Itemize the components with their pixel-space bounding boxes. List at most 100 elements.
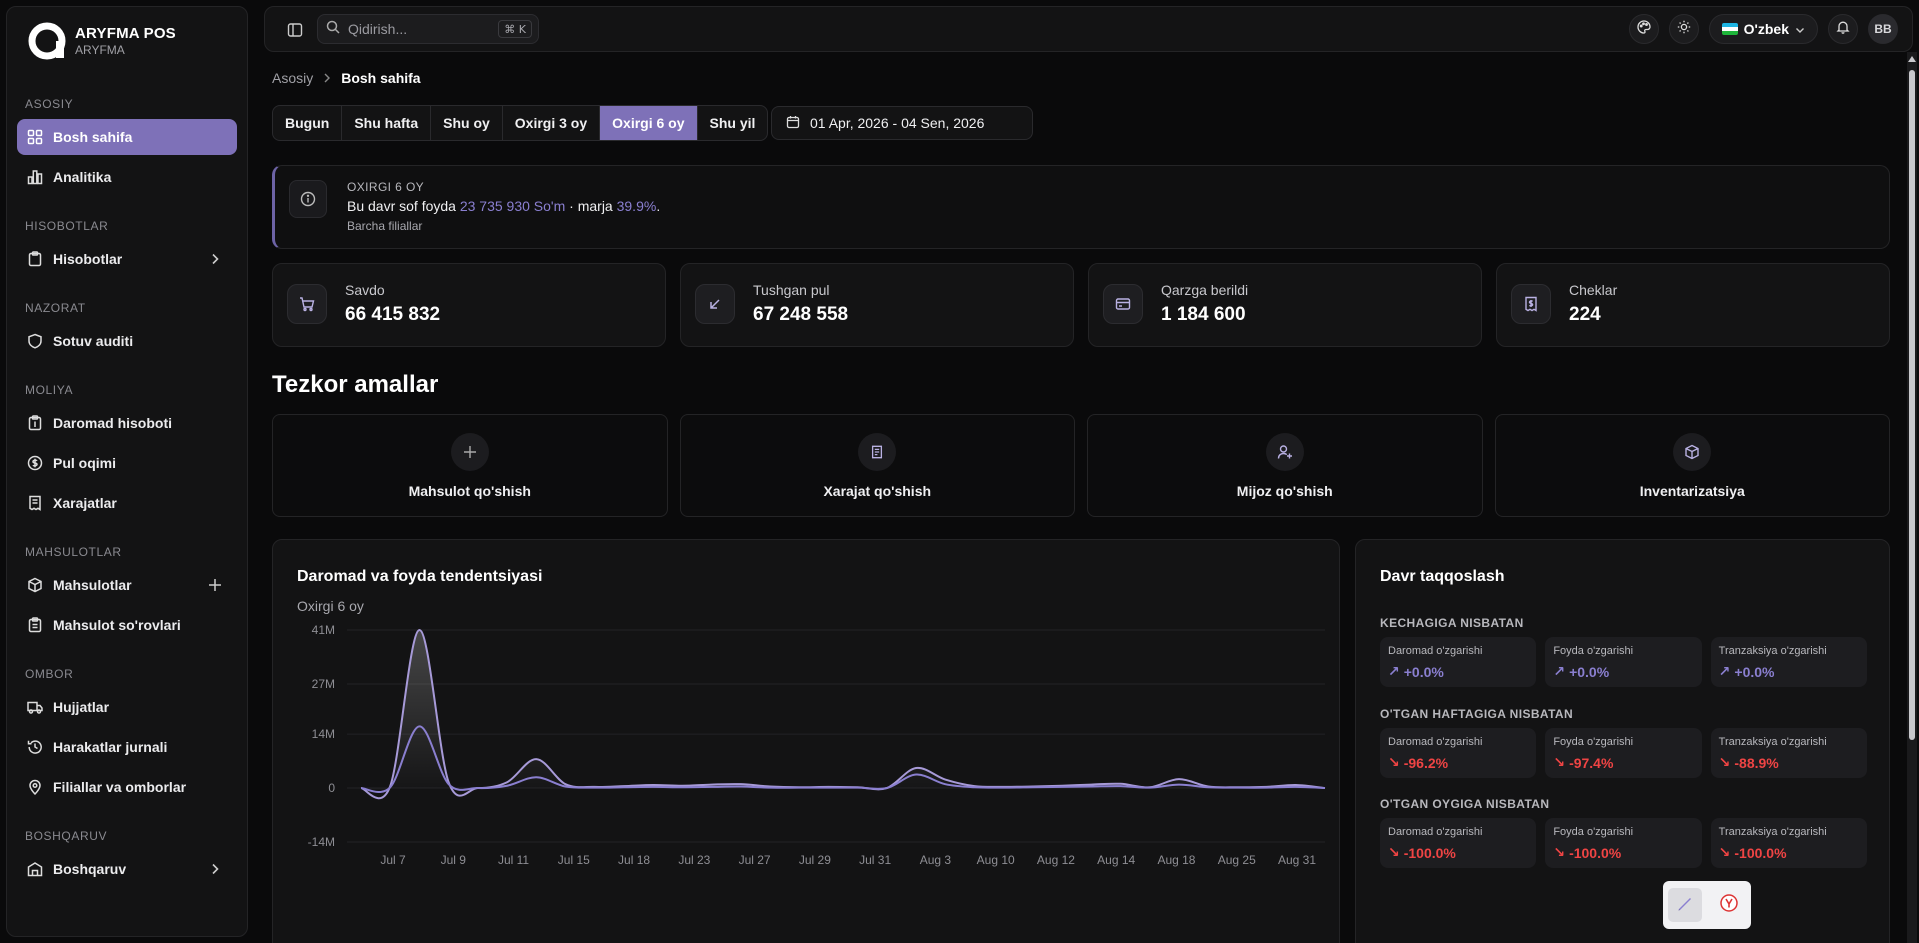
trend-chart-card: Daromad va foyda tendentsiyasi Oxirgi 6 … [272, 539, 1340, 943]
scroll-thumb[interactable] [1909, 70, 1915, 740]
quick-action-add-customer[interactable]: Mijoz qo'shish [1087, 414, 1483, 517]
trend-down-icon: ↘ [1718, 754, 1731, 770]
map-pin-icon [27, 779, 43, 795]
yandex-button[interactable] [1712, 888, 1746, 922]
clipboard-list-icon [27, 617, 43, 633]
shield-icon [27, 333, 43, 349]
trend-up-icon: ↗ [1553, 663, 1566, 679]
calendar-icon [786, 115, 800, 132]
sidebar-item-mahsulot-sorovlari[interactable]: Mahsulot so'rovlari [17, 607, 237, 643]
comparison-cell: Foyda o'zgarishi ↘ -100.0% [1545, 818, 1702, 868]
sidebar-item-harakatlar-jurnali[interactable]: Harakatlar jurnali [17, 729, 237, 765]
language-select[interactable]: O'zbek [1708, 14, 1818, 44]
clipboard-icon [27, 251, 43, 267]
trend-chart[interactable]: 41M 27M 14M 0 -14M Jul 7 Jul 9 Jul 11 Jul 15 Jul… [273, 620, 1341, 943]
trend-up-icon: ↗ [1718, 663, 1731, 679]
sidebar-item-pul-oqimi[interactable]: Pul oqimi [17, 445, 237, 481]
sidebar-item-analitika[interactable]: Analitika [17, 159, 237, 195]
chevron-right-icon [323, 70, 331, 86]
trend-down-icon: ↘ [1388, 754, 1400, 770]
trend-down-icon: ↘ [1553, 844, 1566, 860]
dollar-circle-icon [27, 455, 43, 471]
date-range-picker[interactable]: 01 Apr, 2026 - 04 Sen, 2026 [771, 106, 1033, 140]
x-tick-label: Aug 31 [1278, 853, 1316, 867]
period-selector: Bugun Shu hafta Shu oy Oxirgi 3 oy Oxirg… [272, 105, 769, 141]
scroll-up-arrow-icon[interactable] [1908, 56, 1916, 62]
period-button-shu-yil[interactable]: Shu yil [709, 115, 756, 131]
page-scrollbar[interactable] [1907, 52, 1917, 943]
brand[interactable]: ARYFMA POS ARYFMA [7, 7, 247, 75]
breadcrumb: Asosiy Bosh sahifa [272, 70, 421, 86]
brand-subtitle: ARYFMA [75, 43, 125, 57]
sidebar-item-boshqaruv[interactable]: Boshqaruv [17, 851, 237, 887]
breadcrumb-root[interactable]: Asosiy [272, 70, 314, 86]
quick-action-inventory[interactable]: Inventarizatsiya [1494, 414, 1890, 517]
quick-actions: Mahsulot qo'shish Xarajat qo'shish Mijoz… [272, 414, 1890, 517]
avatar[interactable]: BB [1868, 14, 1898, 44]
quick-action-add-expense[interactable]: Xarajat qo'shish [679, 414, 1075, 517]
sidebar-item-sotuv-auditi[interactable]: Sotuv auditi [17, 323, 237, 359]
y-tick-label: -14M [308, 835, 335, 849]
notifications-button[interactable] [1828, 14, 1858, 44]
history-icon [27, 739, 43, 755]
stat-label: Savdo [345, 282, 385, 298]
search-input[interactable] [348, 21, 488, 37]
chevron-down-icon [1795, 21, 1805, 37]
clipboard-dollar-icon [27, 415, 43, 431]
period-button-shu-oy[interactable]: Shu oy [431, 106, 503, 140]
chevron-right-icon [207, 251, 223, 267]
comparison-cell: Tranzaksiya o'zgarishi ↘ -88.9% [1710, 728, 1867, 778]
stat-card-qarzga-berildi[interactable]: Qarzga berildi 1 184 600 [1088, 263, 1482, 347]
sidebar-item-daromad-hisoboti[interactable]: Daromad hisoboti [17, 405, 237, 441]
stat-card-tushgan-pul[interactable]: Tushgan pul 67 248 558 [680, 263, 1074, 347]
stat-card-cheklar[interactable]: Cheklar 224 [1496, 263, 1890, 347]
quick-action-label: Mijoz qo'shish [1236, 483, 1333, 499]
quick-action-label: Mahsulot qo'shish [408, 483, 531, 499]
palette-button[interactable] [1628, 14, 1659, 44]
sidebar-item-bosh-sahifa[interactable]: Bosh sahifa [17, 119, 237, 155]
nav-section-ombor: OMBOR [25, 667, 74, 681]
y-tick-label: 0 [328, 781, 335, 795]
sidebar-item-filiallar-va-omborlar[interactable]: Filiallar va omborlar [17, 769, 237, 805]
sidebar-item-xarajatlar[interactable]: Xarajatlar [17, 485, 237, 521]
sidebar-item-hujjatlar[interactable]: Hujjatlar [17, 689, 237, 725]
trend-down-icon: ↘ [1553, 754, 1566, 770]
stat-label: Qarzga berildi [1161, 282, 1249, 298]
search-icon [326, 20, 340, 39]
chevron-right-icon [207, 861, 223, 877]
nav-section-moliya: MOLIYA [25, 383, 74, 397]
stat-card-savdo[interactable]: Savdo 66 415 832 [272, 263, 666, 347]
pen-tool-button[interactable] [1668, 888, 1702, 922]
x-tick-label: Jul 31 [859, 853, 891, 867]
sidebar-item-label: Bosh sahifa [53, 129, 133, 145]
x-tick-label: Jul 29 [799, 853, 831, 867]
comparison-row: Daromad o'zgarishi ↘ -100.0% Foyda o'zgari… [1380, 818, 1867, 868]
theme-toggle-button[interactable] [1668, 14, 1699, 44]
period-button-oxirgi-3-oy[interactable]: Oxirgi 3 oy [503, 106, 601, 140]
y-tick-label: 41M [312, 623, 335, 637]
period-comparison-card: Davr taqqoslash KECHAGIGA NISBATAN Darom… [1355, 539, 1890, 943]
comparison-group-title: O'TGAN HAFTAGIGA NISBATAN [1380, 707, 1574, 721]
x-tick-label: Jul 9 [441, 853, 467, 867]
nav-section-mahsulotlar: MAHSULOTLAR [25, 545, 122, 559]
sidebar-item-label: Sotuv auditi [53, 333, 134, 349]
uzbekistan-flag-icon [1721, 23, 1738, 35]
sidebar-item-label: Mahsulotlar [53, 577, 132, 593]
plus-icon [450, 433, 489, 471]
search-box[interactable]: ⌘ K [317, 14, 539, 44]
chart-icon [27, 169, 43, 185]
nav-section-nazorat: NAZORAT [25, 301, 86, 315]
period-button-shu-hafta[interactable]: Shu hafta [342, 106, 432, 140]
period-button-oxirgi-6-oy[interactable]: Oxirgi 6 oy [600, 106, 698, 140]
sidebar-item-hisobotlar[interactable]: Hisobotlar [17, 241, 237, 277]
sidebar-item-label: Analitika [53, 169, 112, 185]
building-icon [27, 861, 43, 877]
sidebar-item-mahsulotlar[interactable]: Mahsulotlar [17, 567, 237, 603]
stat-value: 1 184 600 [1161, 304, 1246, 325]
sidebar-toggle-icon[interactable] [285, 20, 305, 40]
period-button-bugun[interactable]: Bugun [273, 106, 343, 140]
receipt-icon [27, 495, 43, 511]
plus-icon[interactable] [207, 577, 223, 593]
quick-action-add-product[interactable]: Mahsulot qo'shish [272, 414, 668, 517]
x-tick-label: Jul 23 [678, 853, 710, 867]
